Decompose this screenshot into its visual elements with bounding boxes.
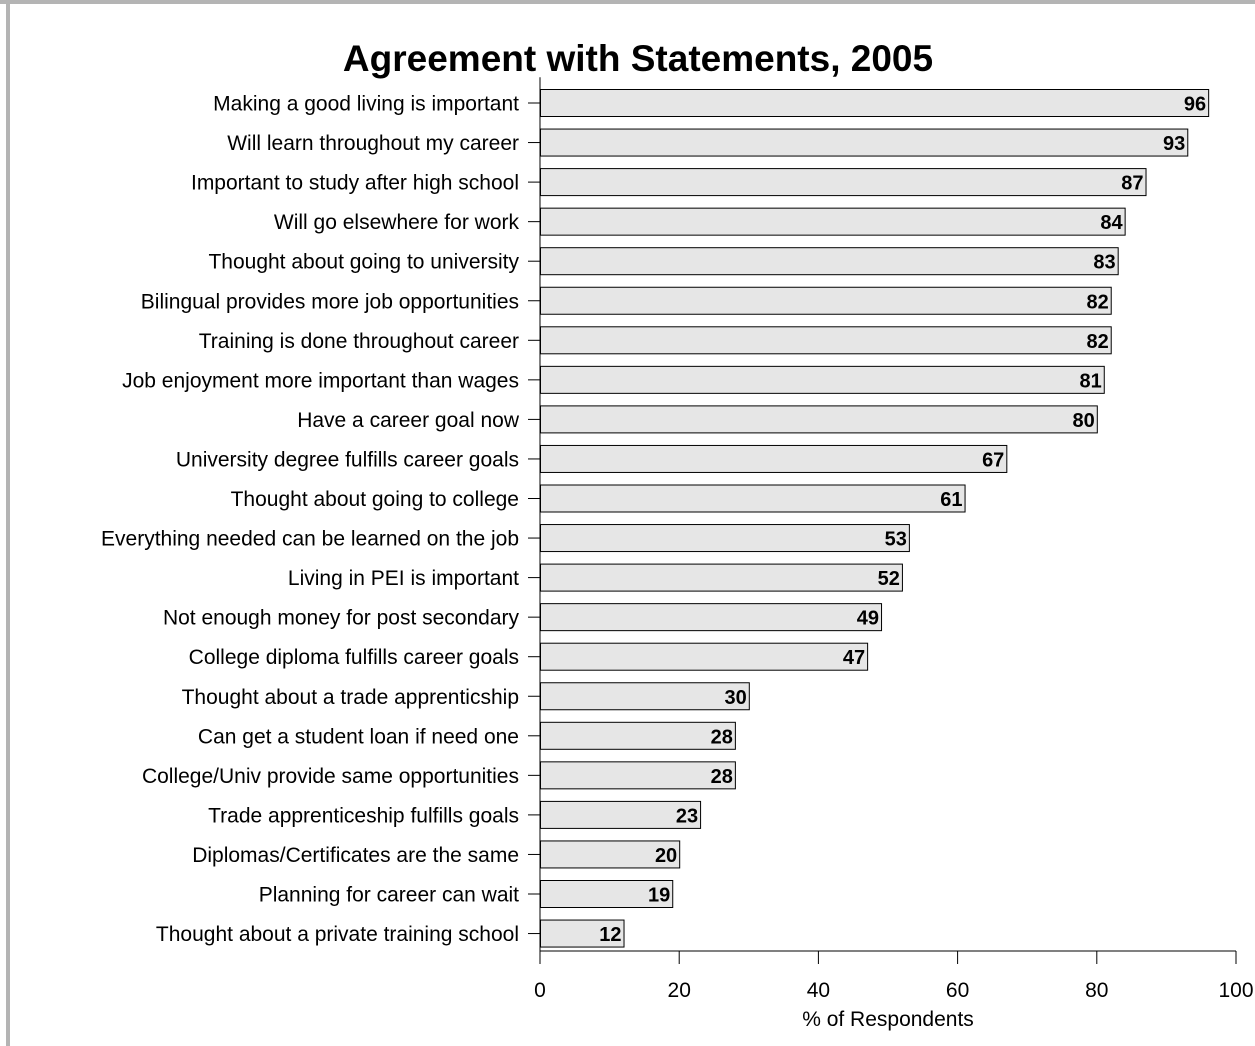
bar — [540, 642, 869, 671]
value-label: 84 — [1100, 212, 1123, 234]
category-label: Bilingual provides more job opportunitie… — [141, 290, 519, 313]
category-label: Will learn throughout my career — [227, 132, 519, 155]
bar — [540, 247, 1119, 276]
category-label: Have a career goal now — [297, 409, 520, 432]
value-label: 96 — [1184, 94, 1206, 116]
bar — [540, 880, 674, 908]
category-label: Thought about a trade apprenticship — [182, 686, 519, 709]
bar — [540, 603, 883, 632]
category-label: Diplomas/Certificates are the same — [192, 844, 519, 867]
category-label: College diploma fulfills career goals — [189, 646, 519, 669]
category-label: Thought about a private training school — [156, 923, 519, 946]
bar — [540, 563, 903, 592]
value-label: 52 — [878, 568, 900, 590]
bar — [540, 484, 966, 513]
value-label: 12 — [599, 924, 621, 946]
category-label: Can get a student loan if need one — [198, 725, 519, 748]
category-label: Making a good living is important — [213, 93, 519, 116]
value-label: 49 — [857, 608, 879, 630]
value-label: 19 — [648, 885, 670, 907]
category-label: Everything needed can be learned on the … — [101, 528, 519, 551]
category-label: University degree fulfills career goals — [176, 448, 519, 471]
bar — [540, 919, 625, 948]
bar — [540, 840, 681, 869]
value-label: 67 — [982, 449, 1004, 471]
x-tick-label: 20 — [668, 979, 691, 1002]
bar — [540, 326, 1112, 355]
value-label: 28 — [711, 766, 733, 788]
category-label: College/Univ provide same opportunities — [142, 765, 519, 788]
category-label: Will go elsewhere for work — [274, 211, 520, 234]
category-label: Trade apprenticeship fulfills goals — [208, 804, 519, 827]
value-label: 87 — [1121, 173, 1143, 195]
bar — [540, 761, 736, 790]
value-label: 83 — [1093, 252, 1115, 274]
category-label: Important to study after high school — [191, 172, 519, 195]
bar — [540, 286, 1112, 315]
bar — [540, 365, 1105, 394]
value-label: 80 — [1073, 410, 1095, 432]
x-tick-label: 0 — [534, 979, 546, 1002]
value-label: 20 — [655, 845, 677, 867]
category-label: Job enjoyment more important than wages — [122, 369, 519, 392]
chart-title: Agreement with Statements, 2005 — [343, 38, 933, 79]
x-tick-label: 100 — [1218, 979, 1253, 1002]
bar — [540, 405, 1098, 434]
bar — [540, 207, 1126, 236]
value-label: 61 — [940, 489, 962, 511]
value-label: 30 — [725, 687, 747, 709]
x-tick-label: 80 — [1085, 979, 1108, 1002]
bar — [540, 721, 736, 750]
bar — [540, 128, 1189, 157]
value-label: 28 — [711, 726, 733, 748]
value-label: 82 — [1086, 331, 1108, 353]
category-label: Training is done throughout career — [199, 330, 519, 353]
bar — [540, 89, 1210, 117]
value-label: 81 — [1080, 370, 1102, 392]
value-label: 82 — [1086, 291, 1108, 313]
bar — [540, 444, 1008, 473]
value-label: 23 — [676, 805, 698, 827]
category-label: Not enough money for post secondary — [163, 607, 520, 630]
value-label: 47 — [843, 647, 865, 669]
category-label: Thought about going to university — [208, 251, 519, 274]
bar — [540, 524, 910, 553]
x-axis-title: % of Respondents — [802, 1008, 974, 1031]
bar — [540, 682, 750, 711]
bar — [540, 800, 702, 829]
value-label: 93 — [1163, 133, 1185, 155]
value-label: 53 — [885, 529, 907, 551]
bar — [540, 168, 1147, 197]
category-label: Planning for career can wait — [259, 884, 519, 907]
category-label: Living in PEI is important — [288, 567, 519, 590]
x-tick-label: 60 — [946, 979, 969, 1002]
frame-left-border — [6, 0, 10, 1046]
plot-area: Making a good living is important 96 Will … — [101, 77, 1254, 1002]
category-label: Thought about going to college — [231, 488, 519, 511]
x-tick-label: 40 — [807, 979, 830, 1002]
frame-top-border — [0, 0, 1255, 4]
